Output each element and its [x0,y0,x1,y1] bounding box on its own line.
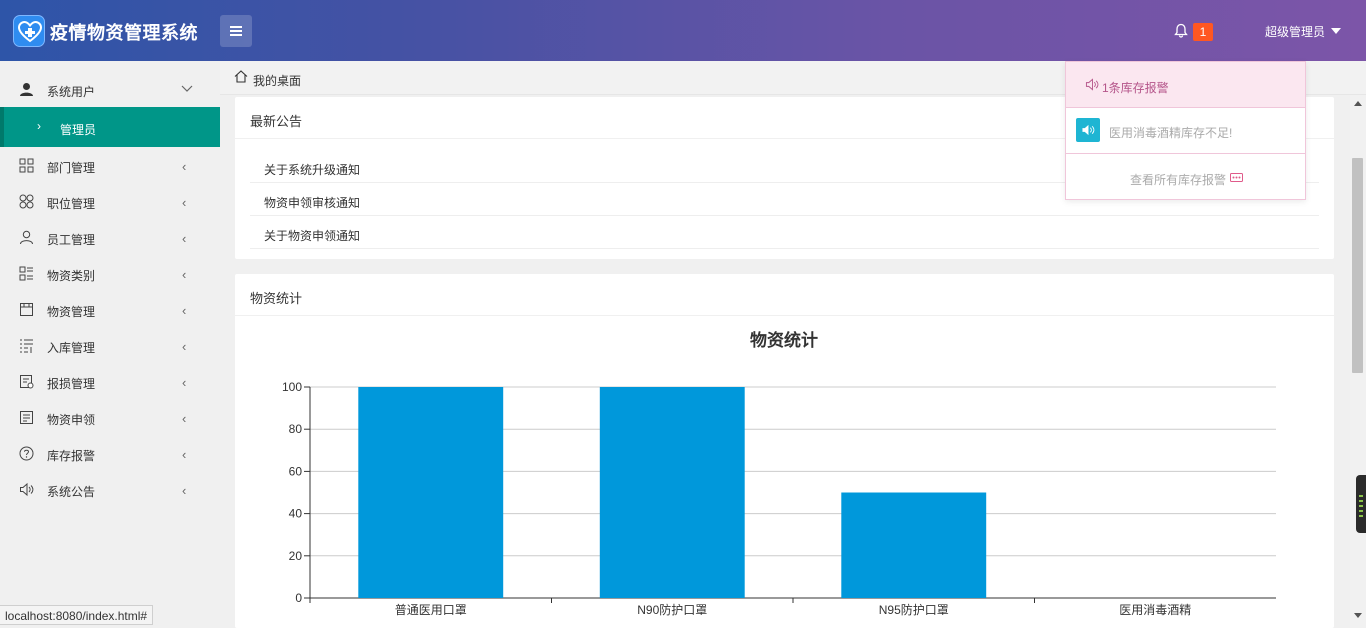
sidebar-item-material-request[interactable]: 物资申领 ‹ [0,399,220,435]
notice-item-text[interactable]: 关于物资申领通知 [264,229,361,243]
grid-icon [19,158,34,173]
sidebar-subitem-admin[interactable]: › 管理员 [0,107,220,147]
side-widget[interactable] [1356,475,1366,533]
notice-item[interactable]: 物资申领审核通知 [250,183,1319,216]
sidebar-item-damage-report[interactable]: 报损管理 ‹ [0,363,220,399]
bar[interactable] [599,387,745,598]
breadcrumb-tab-desktop[interactable]: 我的桌面 [253,74,302,88]
sidebar-item-position[interactable]: 职位管理 ‹ [0,183,220,219]
caret-down-icon[interactable] [1331,28,1341,34]
top-header: 疫情物资管理系统 1 超级管理员 [0,0,1366,61]
card-header: 物资统计 [235,274,1334,316]
chevron-left-icon: ‹ [182,267,187,282]
sidebar-item-label: 职位管理 [47,197,96,211]
status-bar-url: localhost:8080/index.html# [0,605,154,625]
y-tick-label: 100 [282,380,302,394]
sidebar-item-label: 库存报警 [47,449,96,463]
bar[interactable] [841,492,987,599]
form-icon [20,411,33,424]
chevron-down-icon [181,85,193,92]
y-tick-label: 40 [289,507,303,521]
sidebar-item-label: 系统公告 [47,485,96,499]
sidebar-item-label: 物资类别 [47,269,96,283]
person-icon [20,230,33,245]
chevron-left-icon: ‹ [182,411,187,426]
user-menu[interactable]: 超级管理员 [1265,25,1326,39]
y-tick-label: 0 [295,591,302,605]
sidebar-item-department[interactable]: 部门管理 ‹ [0,147,220,183]
chevron-left-icon: ‹ [182,303,187,318]
stats-card: 物资统计 物资统计 0 20 40 60 80 100 普通医用口罩 N90防护口罩 N95防… [235,274,1334,628]
sidebar-item-label: 物资申领 [47,413,96,427]
sidebar-item-stock-alarm[interactable]: 库存报警 ‹ [0,435,220,471]
chevron-left-icon: ‹ [182,339,187,354]
x-tick-label: 医用消毒酒精 [1119,603,1191,617]
bell-icon[interactable] [1174,23,1188,41]
alarm-item[interactable]: 医用消毒酒精库存不足! [1066,108,1305,154]
list-icon [19,266,33,281]
sidebar-item-label: 物资管理 [47,305,96,319]
user-icon [20,83,33,96]
dropdown-header-text: 1条库存报警 [1102,81,1169,95]
scroll-down-arrow[interactable] [1354,613,1362,618]
sidebar-item-announcement[interactable]: 系统公告 ‹ [0,471,220,507]
card-header: 最新公告 [235,97,1334,139]
sidebar-item-label: 员工管理 [47,233,96,247]
speaker-icon [1085,78,1099,91]
x-tick-label: 普通医用口罩 [395,603,467,617]
notice-item[interactable]: 关于系统升级通知 [250,150,1319,183]
chevron-right-icon: › [37,119,41,133]
chevron-left-icon: ‹ [182,483,187,498]
sidebar: 系统用户 › 管理员 部门管理 ‹ 职位管理 ‹ 员工管理 ‹ 物资类别 ‹ 物… [0,61,220,628]
bar[interactable] [358,387,504,598]
speaker-icon [20,482,34,497]
report-icon [20,375,34,389]
chevron-left-icon: ‹ [182,231,187,246]
alarm-dropdown: 1条库存报警 医用消毒酒精库存不足! 查看所有库存报警 [1065,61,1306,200]
sidebar-item-stock-in[interactable]: 入库管理 ‹ [0,327,220,363]
speaker-icon [1076,118,1100,142]
sidebar-item-label: 系统用户 [47,85,96,99]
y-tick-label: 60 [289,464,303,478]
chevron-left-icon: ‹ [182,195,187,210]
menu-toggle-button[interactable] [220,15,252,47]
sidebar-item-material[interactable]: 物资管理 ‹ [0,291,220,327]
sidebar-item-system-users[interactable]: 系统用户 [0,71,220,107]
more-icon [1230,173,1243,182]
logo-icon [13,15,45,47]
scroll-up-arrow[interactable] [1354,101,1362,106]
y-tick-label: 80 [289,422,303,436]
dropdown-header: 1条库存报警 [1066,62,1305,108]
x-tick-label: N90防护口罩 [637,602,707,617]
sidebar-item-label: 报损管理 [47,377,96,391]
list-add-icon [20,339,33,353]
notice-item[interactable]: 关于物资申领通知 [250,216,1319,249]
notice-item-text[interactable]: 物资申领审核通知 [264,196,361,210]
question-icon [19,446,34,461]
sidebar-item-label: 入库管理 [47,341,96,355]
sidebar-item-employee[interactable]: 员工管理 ‹ [0,219,220,255]
view-all-alarms-link[interactable]: 查看所有库存报警 [1066,154,1305,199]
view-all-alarms-text[interactable]: 查看所有库存报警 [1130,173,1227,187]
notice-item-text[interactable]: 关于系统升级通知 [264,163,361,177]
home-icon[interactable] [234,70,248,83]
app-title: 疫情物资管理系统 [50,23,198,43]
alarm-item-text[interactable]: 医用消毒酒精库存不足! [1109,126,1233,140]
sidebar-item-material-category[interactable]: 物资类别 ‹ [0,255,220,291]
scrollbar-thumb[interactable] [1352,158,1363,373]
sidebar-subitem-label: 管理员 [60,123,97,137]
chevron-left-icon: ‹ [182,159,187,174]
store-icon [20,303,33,316]
x-tick-label: N95防护口罩 [879,602,949,617]
y-tick-label: 20 [289,549,303,563]
chart-title: 物资统计 [750,330,818,350]
chevron-left-icon: ‹ [182,447,187,462]
clover-icon [19,194,34,209]
notices-title: 最新公告 [250,114,303,129]
bar-chart: 物资统计 0 20 40 60 80 100 普通医用口罩 N90防护口罩 N95防护口罩 医用… [282,330,1276,617]
notification-badge[interactable]: 1 [1193,23,1213,41]
stats-title: 物资统计 [250,291,303,306]
chevron-left-icon: ‹ [182,375,187,390]
sidebar-item-label: 部门管理 [47,161,96,175]
